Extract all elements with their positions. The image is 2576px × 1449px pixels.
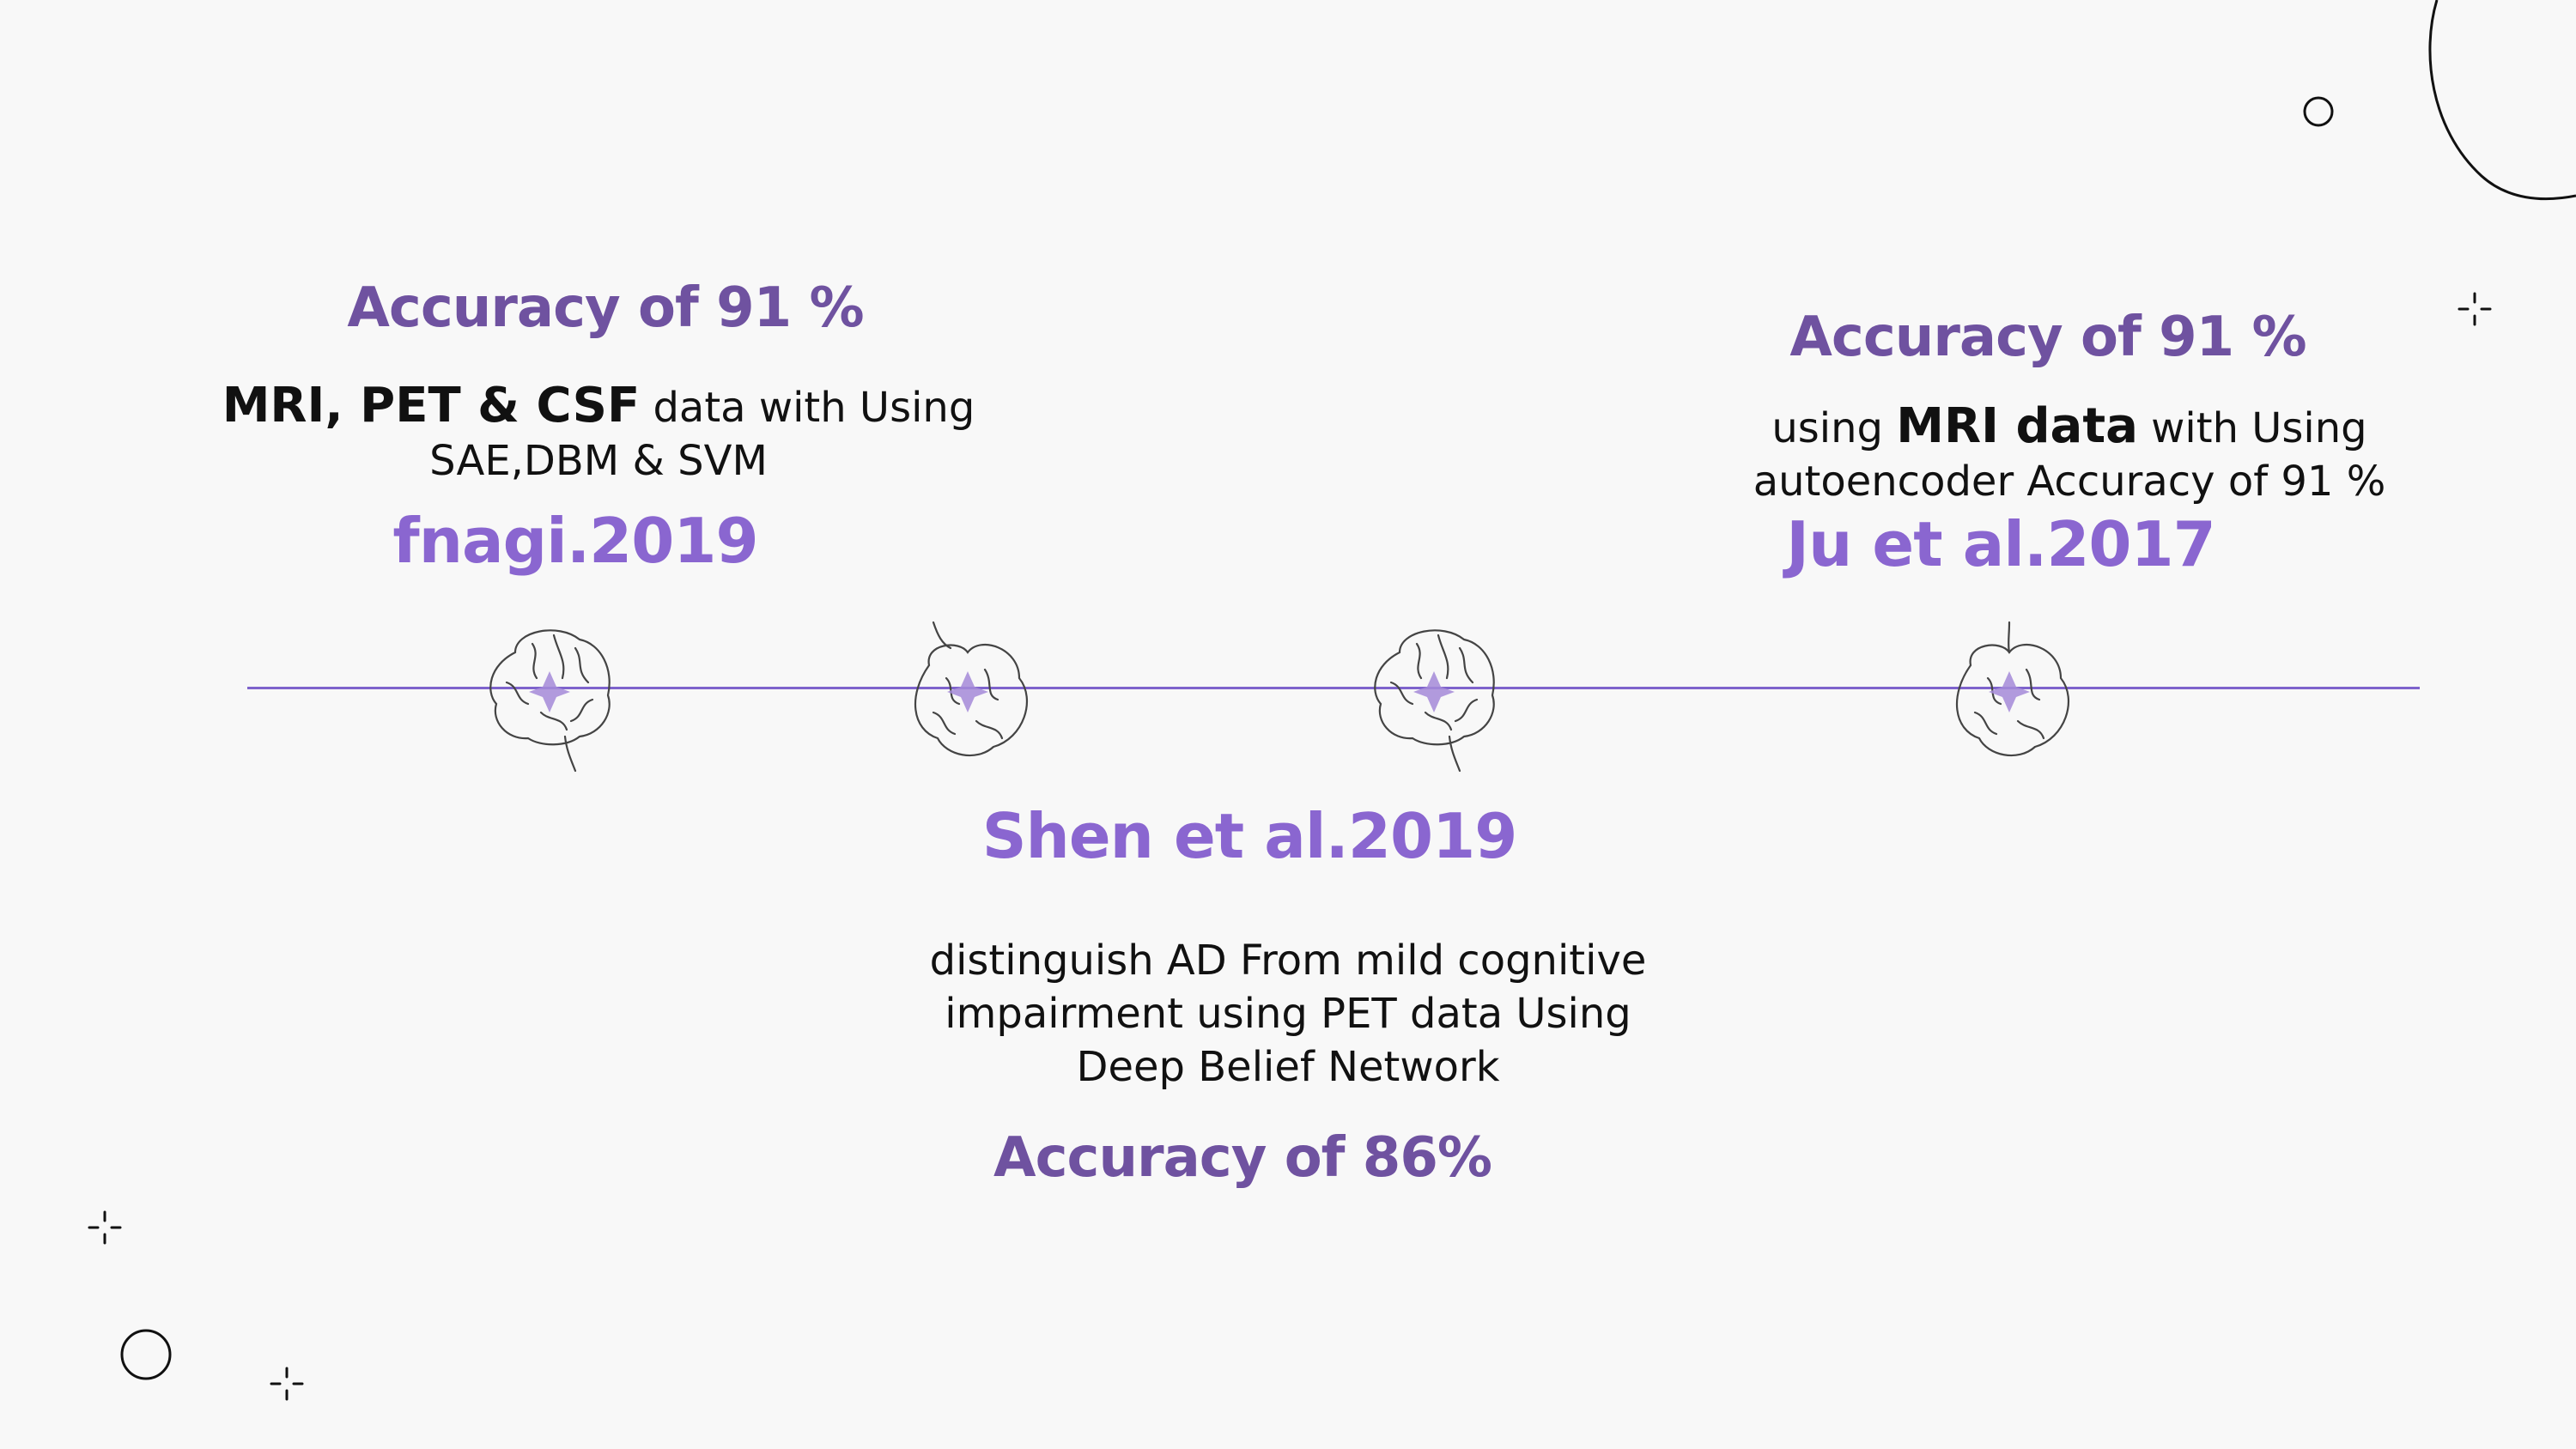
circle-icon: [120, 1329, 172, 1380]
entry-1-accuracy: Accuracy of 91 %: [347, 276, 864, 340]
sparkle-icon: [270, 1367, 304, 1401]
entry-2-accuracy: Accuracy of 86%: [993, 1126, 1492, 1190]
entry-1-desc-bold: MRI, PET & CSF: [222, 378, 641, 433]
circle-icon: [2303, 96, 2334, 127]
entry-1-desc-line-2: SAE,DBM & SVM: [429, 437, 768, 485]
circle-icon: [2428, 0, 2576, 201]
entry-3-description: using MRI data with Using autoencoder Ac…: [1753, 400, 2386, 508]
entry-3-desc-text-1: using: [1771, 404, 1897, 452]
timeline-line: [247, 687, 2420, 689]
entry-3-reference: Ju et al.2017: [1786, 508, 2215, 580]
entry-2-desc-line-2: impairment using PET data Using: [945, 990, 1631, 1038]
entry-1-desc-text: data with Using: [640, 384, 975, 432]
brain-icon: [1374, 629, 1495, 773]
brain-icon: [1955, 621, 2069, 757]
sparkle-icon: [2458, 292, 2492, 326]
brain-icon: [489, 629, 611, 773]
entry-1-reference: fnagi.2019: [392, 505, 758, 577]
entry-1-description: MRI, PET & CSF data with Using SAE,DBM &…: [222, 379, 975, 488]
entry-2-reference: Shen et al.2019: [981, 800, 1518, 872]
entry-2-description: distinguish AD From mild cognitive impai…: [930, 934, 1647, 1094]
entry-2-desc-line-3: Deep Belief Network: [1076, 1043, 1500, 1091]
entry-3-desc-line-2: autoencoder Accuracy of 91 %: [1753, 458, 2386, 506]
entry-2-desc-line-1: distinguish AD From mild cognitive: [929, 937, 1647, 985]
entry-3-accuracy: Accuracy of 91 %: [1789, 306, 2306, 369]
entry-3-desc-bold: MRI data: [1896, 398, 2138, 454]
sparkle-icon: [88, 1210, 122, 1245]
brain-icon: [914, 621, 1028, 757]
entry-3-desc-text-2: with Using: [2137, 404, 2367, 452]
